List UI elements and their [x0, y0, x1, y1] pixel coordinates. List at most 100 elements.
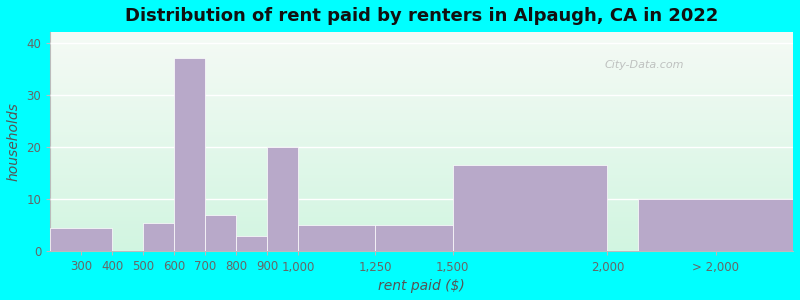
Bar — [50, 171, 793, 172]
Bar — [50, 243, 793, 244]
Bar — [50, 112, 793, 113]
Bar — [50, 128, 793, 129]
Bar — [50, 147, 793, 148]
Bar — [50, 235, 793, 236]
Bar — [50, 167, 793, 168]
Bar — [50, 88, 793, 89]
Bar — [50, 103, 793, 104]
Bar — [50, 158, 793, 159]
Bar — [50, 153, 793, 154]
Bar — [50, 172, 793, 174]
Bar — [50, 241, 793, 242]
Bar — [50, 144, 793, 145]
Bar — [50, 56, 793, 57]
Bar — [50, 132, 793, 133]
Bar — [205, 215, 236, 251]
Bar — [50, 96, 793, 97]
Bar — [50, 250, 793, 251]
Bar — [50, 135, 793, 136]
Bar — [50, 181, 793, 182]
Bar — [50, 42, 793, 43]
Bar — [50, 123, 793, 124]
Bar — [50, 64, 793, 65]
Bar — [50, 152, 793, 153]
Bar — [50, 106, 793, 107]
Bar — [50, 249, 793, 250]
Bar — [50, 143, 793, 144]
Bar — [50, 227, 793, 228]
Bar — [50, 86, 793, 87]
Bar — [50, 218, 793, 219]
Bar — [50, 65, 793, 66]
Bar — [50, 41, 793, 42]
Bar — [50, 92, 793, 94]
Bar — [50, 220, 793, 221]
Bar — [50, 107, 793, 108]
Bar — [50, 55, 793, 56]
Bar — [50, 72, 793, 73]
Bar — [50, 214, 793, 215]
Bar — [236, 236, 267, 251]
Bar — [50, 215, 793, 216]
Bar — [50, 225, 793, 226]
Bar — [50, 98, 793, 99]
Bar — [50, 49, 793, 50]
Bar — [50, 58, 793, 59]
Bar — [50, 169, 793, 170]
Bar — [50, 53, 793, 54]
Bar — [50, 203, 793, 204]
Title: Distribution of rent paid by renters in Alpaugh, CA in 2022: Distribution of rent paid by renters in … — [125, 7, 718, 25]
Bar — [50, 32, 793, 33]
Bar — [50, 84, 793, 85]
Bar — [50, 38, 793, 39]
Bar — [50, 182, 793, 184]
Bar — [50, 111, 793, 112]
Bar — [50, 52, 793, 53]
Bar — [50, 211, 793, 212]
Bar — [50, 78, 793, 79]
Bar — [50, 81, 793, 83]
Bar — [50, 204, 793, 206]
Bar — [50, 151, 793, 152]
Bar — [50, 180, 793, 181]
Bar — [50, 59, 793, 61]
Bar — [50, 134, 793, 135]
Bar — [50, 80, 793, 81]
Bar — [50, 236, 793, 237]
Bar — [50, 160, 793, 161]
Bar — [50, 45, 793, 46]
Bar — [50, 174, 793, 175]
Bar — [50, 57, 793, 59]
Bar — [50, 245, 793, 246]
Bar — [50, 126, 793, 128]
Bar — [50, 194, 793, 196]
Bar — [50, 99, 793, 100]
Bar — [50, 94, 793, 96]
Bar — [50, 190, 793, 191]
Bar — [50, 101, 793, 102]
Bar — [50, 85, 793, 86]
Bar — [50, 104, 793, 106]
Bar — [50, 82, 793, 84]
Bar — [50, 178, 793, 179]
Bar — [50, 196, 793, 198]
Bar — [50, 164, 793, 165]
Bar — [50, 248, 793, 249]
Bar — [50, 136, 793, 137]
Bar — [50, 75, 793, 76]
Bar — [50, 222, 793, 223]
Bar — [50, 146, 793, 147]
Bar — [50, 232, 793, 233]
Bar — [50, 226, 793, 227]
Bar — [50, 193, 793, 194]
Bar — [50, 201, 793, 202]
Bar — [50, 109, 793, 110]
Bar — [50, 212, 793, 213]
Bar — [50, 114, 793, 116]
Bar — [50, 187, 793, 188]
Bar — [50, 110, 793, 111]
Bar — [50, 87, 793, 88]
Bar — [50, 69, 793, 70]
Bar — [50, 242, 793, 243]
Bar — [50, 186, 793, 187]
